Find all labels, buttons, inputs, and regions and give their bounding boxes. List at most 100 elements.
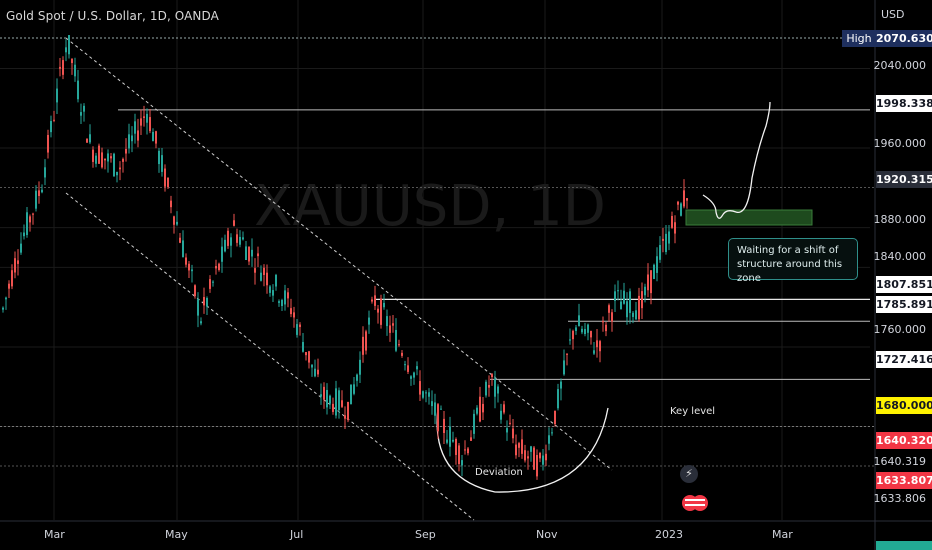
candle-body <box>293 312 295 318</box>
candle-body <box>578 315 580 327</box>
candle-body <box>677 201 679 205</box>
candle-body <box>20 243 22 253</box>
candle-body <box>398 344 400 346</box>
candle-body <box>35 190 37 209</box>
price-scale-label: 2040.000 <box>873 59 927 72</box>
candle-body <box>221 246 223 262</box>
bolt-icon[interactable]: ⚡ <box>680 465 698 483</box>
candle-body <box>407 365 409 372</box>
candle-body <box>611 312 613 322</box>
us-flag-icon[interactable] <box>682 492 708 514</box>
candle-body <box>182 240 184 258</box>
candle-body <box>212 281 214 283</box>
key-level-label: Key level <box>670 406 716 417</box>
candle-body <box>260 272 262 281</box>
price-tag: 2070.630 <box>876 30 932 47</box>
candle-body <box>617 290 619 292</box>
candle-body <box>41 189 43 193</box>
candle-body <box>137 130 139 141</box>
candle-body <box>155 131 157 144</box>
candle-body <box>662 238 664 241</box>
candle-body <box>380 298 382 325</box>
candle-body <box>548 435 550 444</box>
candle-body <box>446 439 448 443</box>
candle-body <box>311 364 313 368</box>
watermark: XAUUSD, 1D <box>254 174 606 239</box>
candle-body <box>575 327 577 331</box>
candle-body <box>494 378 496 397</box>
candle-body <box>404 364 406 366</box>
candle-body <box>569 339 571 341</box>
candle-body <box>371 299 373 302</box>
time-tick: Mar <box>772 528 793 541</box>
candle-body <box>638 295 640 320</box>
candle-body <box>203 297 205 306</box>
demand-zone <box>685 209 813 226</box>
candle-body <box>668 231 670 244</box>
price-scale-label: 1760.000 <box>873 323 927 336</box>
candle-body <box>602 321 604 323</box>
candle-body <box>503 404 505 413</box>
candle-body <box>599 341 601 352</box>
candle-body <box>233 220 235 226</box>
candle-body <box>356 374 358 381</box>
candle-body <box>314 368 316 377</box>
candle-body <box>479 396 481 422</box>
candle-body <box>497 386 499 394</box>
candle-body <box>197 299 199 316</box>
candle-body <box>431 401 433 407</box>
candle-body <box>422 391 424 398</box>
candle-body <box>98 145 100 164</box>
candle-body <box>44 167 46 178</box>
candle-body <box>173 216 175 225</box>
candle-body <box>242 237 244 240</box>
deviation-arc <box>436 407 609 493</box>
candle-body <box>395 329 397 351</box>
candle-body <box>644 286 646 296</box>
candle-body <box>410 376 412 379</box>
candle-body <box>305 351 307 356</box>
candle-body <box>71 59 73 64</box>
candle-body <box>239 236 241 245</box>
candle-body <box>248 247 250 262</box>
price-tag: 1785.891 <box>876 296 932 313</box>
candle-body <box>614 291 616 301</box>
candle-body <box>554 410 556 425</box>
candle-body <box>362 336 364 355</box>
price-tag: 1640.320 <box>876 432 932 449</box>
candle-body <box>164 168 166 187</box>
candle-body <box>428 392 430 397</box>
candle-body <box>332 403 334 412</box>
candle-body <box>218 263 220 270</box>
candle-body <box>341 400 343 407</box>
candle-body <box>125 148 127 154</box>
candle-body <box>566 353 568 355</box>
candle-body <box>419 381 421 395</box>
candle-body <box>185 257 187 265</box>
candle-body <box>38 190 40 196</box>
candle-body <box>269 286 271 293</box>
candle-body <box>5 297 7 300</box>
candle-body <box>302 342 304 352</box>
candle-body <box>401 352 403 356</box>
candle-body <box>413 372 415 378</box>
candle-body <box>23 232 25 237</box>
candle-body <box>188 263 190 271</box>
candle-body <box>509 422 511 424</box>
candle-body <box>296 324 298 335</box>
candle-body <box>86 139 88 143</box>
candle-body <box>149 117 151 132</box>
candle-body <box>647 274 649 291</box>
candle-body <box>656 256 658 273</box>
candle-body <box>317 369 319 375</box>
candle-body <box>359 359 361 375</box>
candle-body <box>272 290 274 296</box>
time-tick: Jul <box>290 528 304 541</box>
candle-body <box>158 150 160 165</box>
candle-body <box>467 448 469 454</box>
price-scale-label: 1960.000 <box>873 137 927 150</box>
candle-body <box>47 134 49 153</box>
candle-body <box>107 153 109 162</box>
candle-body <box>524 450 526 461</box>
price-tag: 1727.416 <box>876 351 932 368</box>
